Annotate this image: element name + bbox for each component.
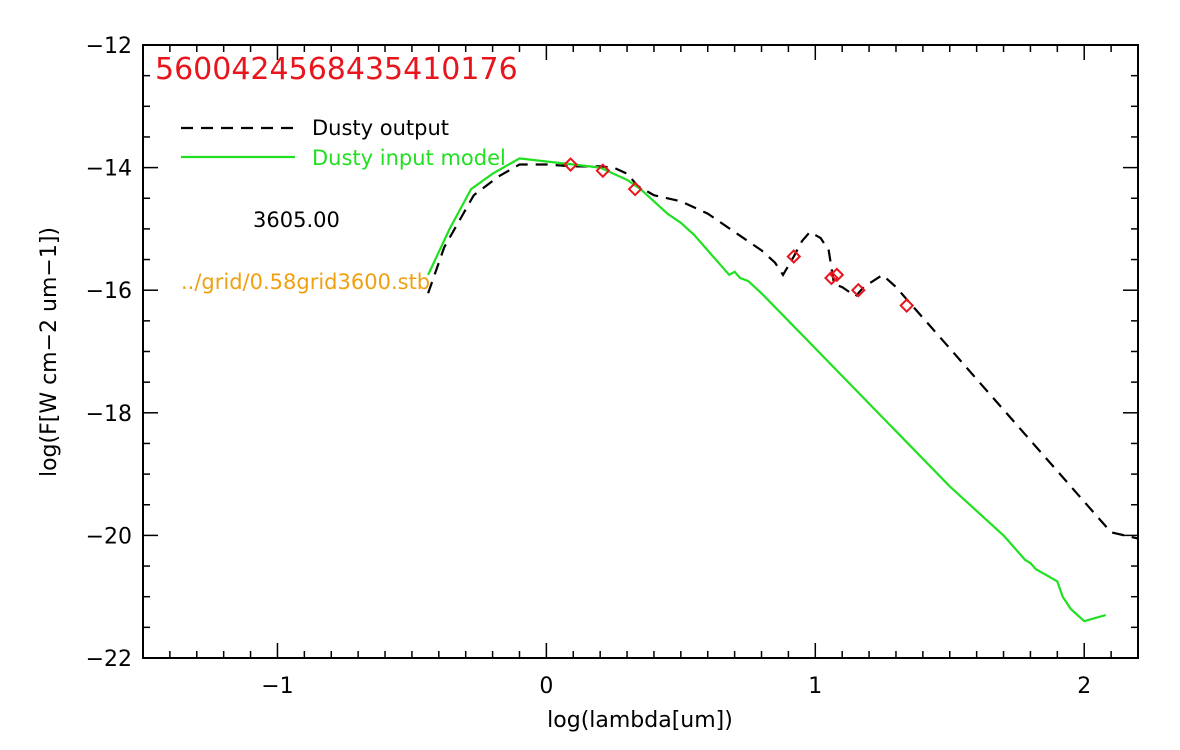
y-tick-label: −18 xyxy=(86,402,132,427)
dusty-output-line xyxy=(427,163,1138,540)
y-tick-label: −14 xyxy=(86,157,132,182)
x-tick-label: 1 xyxy=(808,674,822,699)
observed-point-marker xyxy=(899,298,915,313)
plot-frame xyxy=(142,44,1139,659)
x-tick-label: 2 xyxy=(1077,674,1091,699)
y-tick-label: −12 xyxy=(86,34,132,59)
observed-point-marker xyxy=(627,181,643,197)
axes-frame xyxy=(142,44,1139,659)
observed-point-marker xyxy=(850,282,866,298)
legend-label-dusty-output: Dusty output xyxy=(312,116,449,140)
observed-point-marker xyxy=(824,270,839,286)
chart-title: 5600424568435410176 xyxy=(155,52,518,87)
dusty-input-line xyxy=(427,157,1107,623)
axis-ticks: −1 0 1 2 −22 −20 −18 −16 −14 −12 xyxy=(86,34,1139,699)
x-tick-label: 0 xyxy=(539,674,553,699)
x-axis-label: log(lambda[um]) xyxy=(547,708,733,733)
x-tick-label: −1 xyxy=(261,674,293,699)
y-tick-label: −16 xyxy=(86,279,132,304)
y-axis-label: log(F[W cm−2 um−1]) xyxy=(37,227,62,477)
observed-point-marker xyxy=(829,267,845,283)
grid-file-annotation: ../grid/0.58grid3600.stb xyxy=(181,270,430,294)
series-layer xyxy=(427,157,1138,623)
temperature-annotation: 3605.00 xyxy=(253,208,340,232)
y-tick-label: −20 xyxy=(86,524,132,549)
observed-point-marker xyxy=(563,157,578,172)
observed-point-marker xyxy=(595,163,611,179)
legend: Dusty output Dusty input model xyxy=(181,116,506,170)
observed-point-marker xyxy=(786,249,802,264)
y-tick-label: −22 xyxy=(86,647,132,672)
legend-label-dusty-input: Dusty input model xyxy=(312,146,506,170)
